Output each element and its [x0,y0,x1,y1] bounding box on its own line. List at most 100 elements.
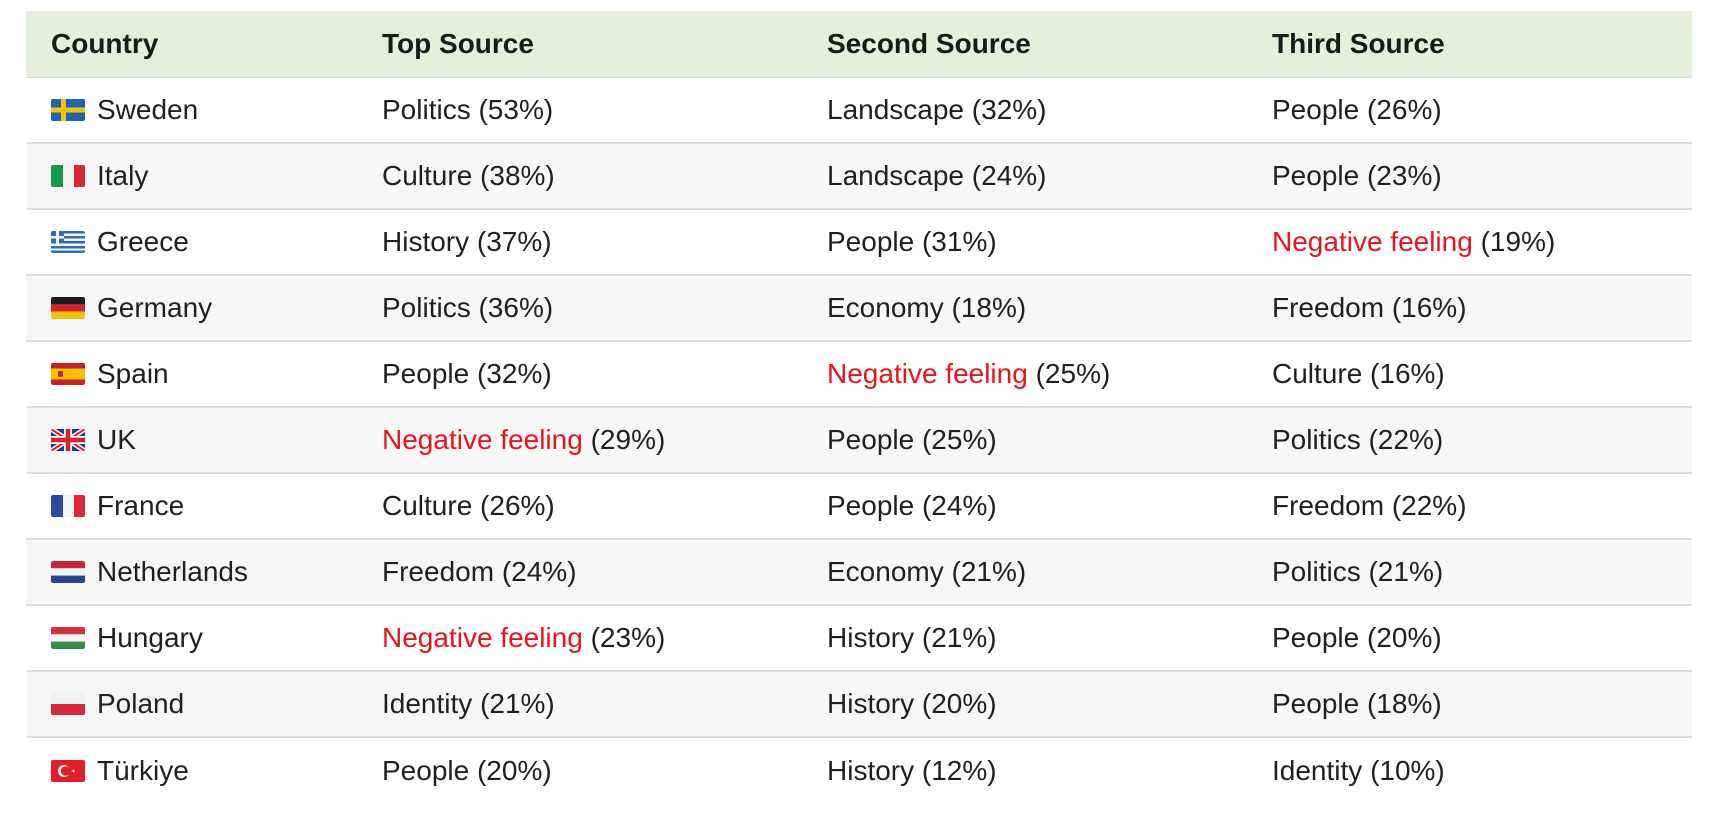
source-percentage: (32%) [476,358,552,389]
second-source-cell: Negative feeling (25%) [802,341,1247,407]
italy-flag-icon [51,165,85,187]
source-label: People [382,754,470,786]
turkiye-flag-icon [51,759,85,782]
top-source-cell: Politics (53%) [357,77,802,143]
poland-flag-icon [51,693,85,715]
source-percentage: (18%) [951,292,1027,323]
country-label-group: UK [51,424,357,456]
source-percentage: (37%) [476,226,552,257]
table-header: Country Top Source Second Source Third S… [26,11,1692,78]
source-percentage: (21%) [921,622,997,653]
second-source-cell: People (31%) [802,209,1247,275]
second-source-cell: People (25%) [802,407,1247,473]
table-row: UK Negative feeling (29%) People (25%) Poli… [26,407,1692,473]
source-label: People [1272,160,1360,191]
table-row: Netherlands Freedom (24%) Economy (21%) Pol… [26,539,1692,605]
source-percentage: (16%) [1370,358,1445,389]
top-source-cell: People (32%) [357,341,802,407]
france-flag-icon [51,495,85,517]
country-name: Netherlands [97,556,248,587]
top-source-cell: History (37%) [357,209,802,275]
source-label: Culture [382,160,473,191]
country-cell: Sweden [26,77,357,143]
source-percentage: (21%) [951,556,1027,587]
country-name: Italy [97,160,149,191]
negative-source-label: Negative feeling [827,358,1028,389]
source-percentage: (24%) [921,490,997,521]
spain-flag-icon [51,363,85,385]
source-percentage: (20%) [1366,622,1442,653]
source-percentage: (16%) [1391,292,1467,323]
country-label-group: Netherlands [51,556,357,588]
source-percentage: (26%) [1366,93,1442,125]
top-source-cell: Negative feeling (29%) [357,407,802,473]
sweden-flag-icon [51,98,85,121]
source-percentage: (19%) [1480,226,1556,257]
source-label: Identity [382,688,473,719]
third-source-cell: Negative feeling (19%) [1247,209,1692,275]
table-row: Poland Identity (21%) History (20%) People … [26,671,1692,737]
country-label-group: Italy [51,160,357,192]
source-percentage: (23%) [590,622,666,653]
uk-flag-icon [51,429,85,451]
country-name: Hungary [97,622,203,653]
source-label: People [1272,688,1360,719]
second-source-cell: Landscape (32%) [802,77,1247,143]
country-label-group: Türkiye [51,755,357,787]
country-cell: Poland [26,671,357,737]
country-cell: Spain [26,341,357,407]
table-row: Spain People (32%) Negative feeling (25%) C… [26,341,1692,407]
country-name: Türkiye [97,754,189,786]
source-label: Politics [382,292,471,323]
source-percentage: (12%) [921,754,997,786]
source-percentage: (31%) [921,226,997,257]
hungary-flag-icon [51,627,85,649]
country-name: Greece [97,226,189,257]
source-percentage: (24%) [971,160,1047,191]
source-label: Politics [382,93,471,125]
country-label-group: France [51,490,357,522]
country-cell: Italy [26,143,357,209]
header-third-source: Third Source [1247,11,1692,78]
source-percentage: (24%) [501,556,577,587]
source-percentage: (18%) [1366,688,1442,719]
source-percentage: (38%) [480,160,555,191]
source-percentage: (26%) [480,490,555,521]
country-label-group: Germany [51,292,357,324]
source-label: Economy [827,292,944,323]
table-row: Italy Culture (38%) Landscape (24%) People … [26,143,1692,209]
source-label: History [827,688,915,719]
country-cell: Germany [26,275,357,341]
top-source-cell: Politics (36%) [357,275,802,341]
source-label: People [382,358,470,389]
source-percentage: (21%) [1368,556,1444,587]
third-source-cell: People (23%) [1247,143,1692,209]
table-body: Sweden Politics (53%) Landscape (32%) Peopl… [26,77,1692,803]
source-label: Economy [827,556,944,587]
third-source-cell: People (26%) [1247,77,1692,143]
source-label: People [827,226,915,257]
source-label: Politics [1272,556,1361,587]
negative-source-label: Negative feeling [1272,226,1473,257]
country-cell: France [26,473,357,539]
table-row: France Culture (26%) People (24%) Freedom (… [26,473,1692,539]
source-label: Culture [382,490,473,521]
sources-table-container: Country Top Source Second Source Third S… [26,11,1692,803]
second-source-cell: Landscape (24%) [802,143,1247,209]
country-cell: Greece [26,209,357,275]
top-source-cell: Negative feeling (23%) [357,605,802,671]
top-source-cell: Freedom (24%) [357,539,802,605]
third-source-cell: Identity (10%) [1247,737,1692,803]
greece-flag-icon [51,231,85,253]
source-label: People [1272,93,1360,125]
source-percentage: (36%) [478,292,554,323]
third-source-cell: Culture (16%) [1247,341,1692,407]
third-source-cell: Politics (22%) [1247,407,1692,473]
source-label: Identity [1272,754,1363,786]
germany-flag-icon [51,297,85,319]
table-row: Sweden Politics (53%) Landscape (32%) Peopl… [26,77,1692,143]
country-cell: Türkiye [26,737,357,803]
second-source-cell: History (21%) [802,605,1247,671]
source-label: People [1272,622,1360,653]
source-label: Politics [1272,424,1361,455]
